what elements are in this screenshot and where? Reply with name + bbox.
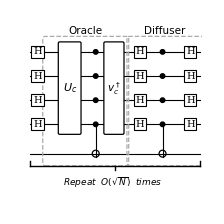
Text: H: H (186, 96, 195, 105)
FancyBboxPatch shape (184, 46, 196, 58)
Text: H: H (136, 47, 144, 56)
Circle shape (160, 98, 165, 102)
Text: H: H (186, 71, 195, 81)
Text: H: H (186, 47, 195, 56)
Text: H: H (33, 96, 42, 105)
Circle shape (160, 122, 165, 127)
FancyBboxPatch shape (104, 42, 124, 134)
FancyBboxPatch shape (184, 118, 196, 130)
FancyBboxPatch shape (31, 94, 44, 106)
Text: H: H (136, 96, 144, 105)
Circle shape (93, 122, 98, 127)
Circle shape (160, 74, 165, 78)
Text: H: H (33, 47, 42, 56)
Text: H: H (33, 71, 42, 81)
FancyBboxPatch shape (134, 94, 146, 106)
Circle shape (93, 50, 98, 54)
Text: Oracle: Oracle (69, 26, 103, 36)
FancyBboxPatch shape (58, 42, 81, 134)
Circle shape (160, 50, 165, 54)
FancyBboxPatch shape (31, 70, 44, 82)
Text: H: H (186, 120, 195, 129)
Text: $\it{Repeat}$  $O(\sqrt{N})$  $\it{times}$: $\it{Repeat}$ $O(\sqrt{N})$ $\it{times}$ (63, 175, 163, 190)
Text: Diffuser: Diffuser (144, 26, 186, 36)
Circle shape (159, 150, 166, 157)
FancyBboxPatch shape (184, 70, 196, 82)
FancyBboxPatch shape (31, 46, 44, 58)
Text: $v_c^\dagger$: $v_c^\dagger$ (107, 80, 121, 97)
FancyBboxPatch shape (184, 94, 196, 106)
FancyBboxPatch shape (134, 46, 146, 58)
FancyBboxPatch shape (134, 70, 146, 82)
Circle shape (92, 150, 99, 157)
FancyBboxPatch shape (134, 118, 146, 130)
Text: H: H (136, 120, 144, 129)
Circle shape (93, 98, 98, 102)
Circle shape (93, 74, 98, 78)
FancyBboxPatch shape (31, 118, 44, 130)
Text: H: H (136, 71, 144, 81)
Text: H: H (33, 120, 42, 129)
Text: $U_c$: $U_c$ (62, 81, 77, 95)
